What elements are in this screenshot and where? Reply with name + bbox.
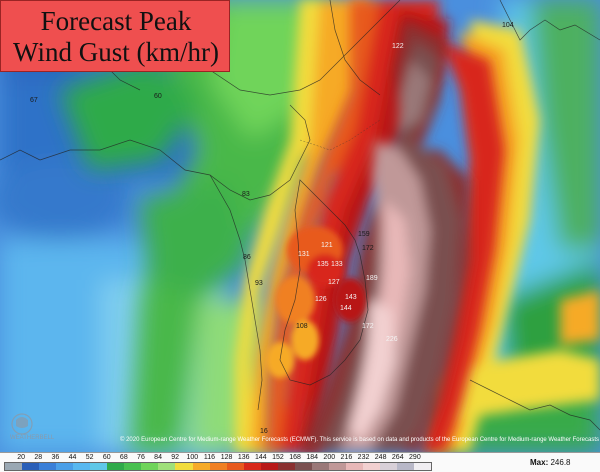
weatherbell-logo: WEATHERBELL bbox=[10, 413, 55, 441]
legend-tick-label: 60 bbox=[102, 454, 111, 461]
legend-swatch bbox=[5, 463, 23, 470]
legend-swatch bbox=[414, 463, 432, 470]
legend-swatch bbox=[90, 463, 108, 470]
legend-color-bar bbox=[4, 462, 432, 471]
map-label: 126 bbox=[315, 296, 327, 303]
map-label: 133 bbox=[331, 261, 343, 268]
legend-tick-label: 28 bbox=[34, 454, 43, 461]
legend-swatch bbox=[209, 463, 227, 470]
map-label: 172 bbox=[362, 323, 374, 330]
legend-tick-label: 116 bbox=[203, 454, 216, 461]
map-label: 159 bbox=[358, 231, 370, 238]
legend-swatch bbox=[124, 463, 142, 470]
legend-tick-label: 232 bbox=[357, 454, 370, 461]
legend-tick-label: 184 bbox=[306, 454, 318, 461]
max-value-box: Max: 246.8 bbox=[530, 457, 598, 469]
map-title-line-1: Forecast Peak bbox=[40, 6, 192, 36]
legend-tick-label: 128 bbox=[220, 454, 233, 461]
map-label: 108 bbox=[296, 323, 308, 330]
map-label: 131 bbox=[298, 251, 310, 258]
map-label: 16 bbox=[260, 428, 268, 435]
map-label: 172 bbox=[362, 245, 374, 252]
legend-swatch bbox=[56, 463, 74, 470]
legend-tick-label: 76 bbox=[137, 454, 145, 461]
legend-tick-label: 52 bbox=[85, 454, 94, 461]
map-label: 226 bbox=[386, 336, 398, 343]
legend-tick-label: 168 bbox=[289, 454, 301, 461]
map-label: 86 bbox=[243, 254, 251, 261]
map-label: 144 bbox=[340, 305, 352, 312]
legend-tick-label: 264 bbox=[391, 454, 404, 461]
legend-swatch bbox=[107, 463, 125, 470]
map-label: 60 bbox=[154, 93, 162, 100]
legend-swatch bbox=[260, 463, 278, 470]
legend-tick-label: 100 bbox=[186, 454, 199, 461]
legend-tick-label: 92 bbox=[171, 454, 180, 461]
map-label: 143 bbox=[345, 294, 357, 301]
map-label: 67 bbox=[30, 97, 38, 104]
legend-tick-label: 248 bbox=[374, 454, 387, 461]
legend-swatch bbox=[277, 463, 295, 470]
legend-swatch bbox=[328, 463, 346, 470]
legend-tick-label: 20 bbox=[17, 454, 25, 461]
legend-swatch bbox=[380, 463, 398, 470]
legend-swatch bbox=[158, 463, 176, 470]
color-legend: 20 28 36 44 52 60 68 76 84 92 100 116 128 136 144 152 16… bbox=[0, 452, 600, 472]
legend-tick-label: 200 bbox=[323, 454, 336, 461]
legend-swatch bbox=[243, 463, 261, 470]
map-label: 121 bbox=[321, 242, 333, 249]
legend-swatch bbox=[175, 463, 193, 470]
map-label: 83 bbox=[242, 191, 250, 198]
max-label: Max: bbox=[530, 458, 549, 467]
legend-tick-label: 290 bbox=[409, 454, 421, 461]
legend-tick-label: 44 bbox=[68, 454, 77, 461]
legend-swatch bbox=[294, 463, 312, 470]
map-label: 127 bbox=[328, 279, 340, 286]
copyright-credit: © 2020 European Centre for Medium-range … bbox=[120, 437, 600, 443]
legend-tick-label: 144 bbox=[254, 454, 267, 461]
map-label: 104 bbox=[502, 22, 514, 29]
legend-swatch bbox=[362, 463, 381, 470]
legend-swatch bbox=[397, 463, 415, 470]
legend-tick-label: 216 bbox=[340, 454, 353, 461]
legend-swatch bbox=[311, 463, 329, 470]
map-title-line-2: Wind Gust (km/hr) bbox=[13, 37, 219, 67]
legend-swatch bbox=[192, 463, 210, 470]
legend-swatch bbox=[39, 463, 57, 470]
legend-swatch bbox=[345, 463, 363, 470]
legend-tick-label: 152 bbox=[272, 454, 284, 461]
map-title-box: Forecast Peak Wind Gust (km/hr) bbox=[0, 0, 230, 72]
map-label: 93 bbox=[255, 280, 263, 287]
legend-swatch bbox=[226, 463, 244, 470]
max-value: 246.8 bbox=[550, 458, 571, 467]
map-label: 135 bbox=[317, 261, 329, 268]
map-label: 122 bbox=[392, 43, 404, 50]
legend-tick-label: 36 bbox=[51, 454, 60, 461]
legend-tick-label: 136 bbox=[237, 454, 250, 461]
legend-swatch bbox=[22, 463, 40, 470]
legend-swatch bbox=[73, 463, 91, 470]
logo-text: WEATHERBELL bbox=[10, 435, 55, 441]
legend-tick-label: 84 bbox=[154, 454, 162, 461]
map-label: 189 bbox=[366, 275, 378, 282]
legend-tick-label: 68 bbox=[119, 454, 128, 461]
legend-swatch bbox=[141, 463, 159, 470]
